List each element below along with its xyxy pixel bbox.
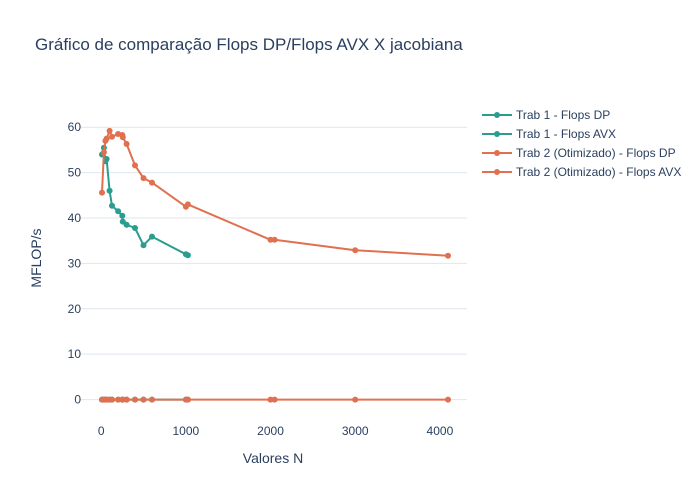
chart-title: Gráfico de comparação Flops DP/Flops AVX… [35,35,463,54]
legend-swatch-marker [494,150,500,156]
y-tick-label: 0 [74,393,81,407]
data-point [103,135,110,142]
data-point [99,189,105,196]
x-tick-label: 4000 [427,424,454,438]
data-point [149,179,155,186]
x-tick-label: 1000 [173,424,200,438]
series-4 [99,396,451,403]
data-point [149,396,155,403]
data-point [140,242,147,249]
y-tick-label: 40 [68,211,82,225]
data-point [106,127,113,134]
legend-item[interactable]: Trab 2 (Otimizado) - Flops DP [482,146,676,160]
data-point [140,396,147,403]
data-point [184,252,191,259]
data-point [123,221,130,228]
y-tick-label: 60 [68,120,82,134]
legend-swatch-marker [494,131,500,137]
legend-label: Trab 1 - Flops AVX [516,127,616,141]
data-point [267,236,274,243]
legend-label: Trab 1 - Flops DP [516,108,610,122]
data-point [184,396,191,403]
data-point [115,208,122,215]
legend-swatch-marker [494,112,500,118]
data-point [132,396,138,403]
series-line [101,146,189,257]
x-tick-label: 2000 [257,424,284,438]
data-point [119,212,126,219]
data-point [352,396,359,403]
grid [80,126,467,401]
data-point [123,396,130,403]
legend-item[interactable]: Trab 2 (Otimizado) - Flops AVX [482,165,681,179]
y-tick-label: 20 [68,302,82,316]
data-point [109,202,115,209]
data-point [445,396,451,403]
plot-area [99,127,451,403]
legend-item[interactable]: Trab 1 - Flops AVX [482,127,616,141]
legend-item[interactable]: Trab 1 - Flops DP [482,108,610,122]
data-point [100,149,107,156]
legend-label: Trab 2 (Otimizado) - Flops AVX [516,165,681,179]
y-tick-label: 30 [68,256,82,270]
legend-swatch-marker [494,169,500,175]
legend[interactable]: Trab 1 - Flops DP Trab 1 - Flops AVX Trab … [482,108,681,179]
data-point [115,396,122,403]
series-3 [99,127,451,259]
x-tick-label: 0 [98,424,105,438]
data-point [109,396,115,403]
data-point [106,187,113,194]
y-tick-label: 50 [68,166,82,180]
data-point [109,133,115,140]
x-axis-title: Valores N [243,450,303,466]
data-point [445,252,451,259]
data-point [271,396,278,403]
y-axis-title: MFLOP/s [28,228,44,287]
data-point [123,141,130,147]
data-point [140,175,147,182]
data-point [132,225,138,231]
y-tick-label: 10 [68,347,82,361]
data-point [267,396,274,403]
legend-label: Trab 2 (Otimizado) - Flops DP [516,146,676,160]
data-point [352,247,359,254]
data-point [103,156,110,162]
data-point [119,134,126,141]
data-point [184,201,191,208]
data-point [271,236,278,243]
tick-labels: 0 10 20 30 40 50 60 0 1000 2000 3000 4000 [68,120,454,438]
x-tick-label: 3000 [342,424,369,438]
data-point [149,233,155,240]
data-point [132,162,138,169]
